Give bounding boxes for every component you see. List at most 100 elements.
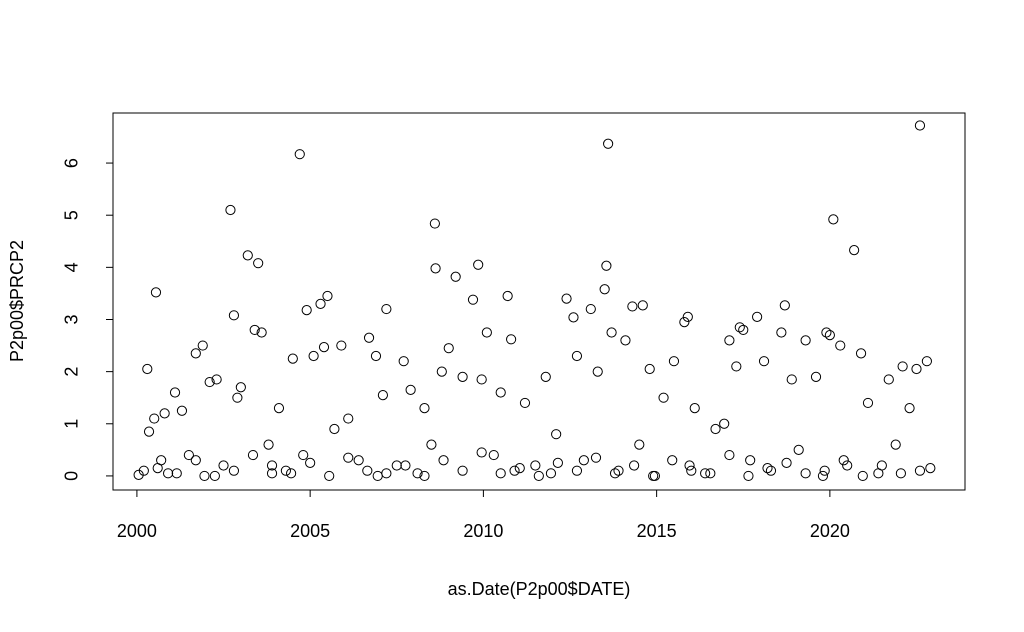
point bbox=[599, 284, 610, 295]
point bbox=[322, 290, 333, 302]
point bbox=[734, 322, 745, 333]
point bbox=[668, 356, 680, 367]
point bbox=[679, 316, 690, 328]
point bbox=[781, 457, 792, 468]
point bbox=[552, 457, 563, 468]
point bbox=[329, 423, 340, 435]
x-tick-label: 2005 bbox=[290, 521, 330, 541]
point bbox=[634, 439, 645, 450]
point bbox=[190, 348, 201, 359]
point bbox=[377, 389, 389, 401]
point bbox=[603, 138, 614, 149]
point bbox=[509, 465, 520, 476]
point bbox=[895, 468, 907, 479]
point bbox=[400, 460, 411, 471]
point bbox=[793, 444, 804, 455]
point bbox=[159, 408, 170, 419]
point bbox=[232, 392, 243, 403]
x-tick-label: 2015 bbox=[637, 521, 677, 541]
point bbox=[648, 470, 659, 482]
point bbox=[176, 405, 188, 416]
x-axis-title: as.Date(P2p00$DATE) bbox=[448, 579, 631, 599]
point bbox=[450, 271, 461, 282]
y-tick-label: 3 bbox=[62, 314, 82, 324]
point bbox=[266, 460, 278, 471]
y-tick-label: 0 bbox=[62, 471, 82, 481]
point bbox=[530, 460, 541, 471]
point bbox=[644, 363, 655, 375]
y-axis-title: P2p00$PRCP2 bbox=[7, 240, 27, 362]
x-tick-label: 2020 bbox=[810, 521, 850, 541]
point bbox=[362, 465, 373, 476]
point bbox=[731, 361, 742, 372]
point bbox=[372, 470, 383, 482]
point bbox=[800, 468, 811, 479]
point bbox=[817, 470, 829, 482]
point bbox=[225, 204, 236, 216]
point bbox=[762, 462, 773, 474]
point bbox=[162, 468, 174, 479]
point bbox=[318, 342, 330, 353]
point bbox=[686, 465, 697, 476]
point bbox=[149, 413, 160, 424]
point bbox=[519, 397, 531, 409]
point bbox=[682, 311, 693, 322]
point bbox=[247, 449, 259, 461]
point bbox=[810, 371, 822, 382]
point bbox=[637, 300, 648, 311]
point bbox=[308, 350, 319, 362]
point bbox=[824, 330, 835, 341]
y-tick-label: 2 bbox=[62, 367, 82, 377]
y-tick-label: 4 bbox=[62, 262, 82, 272]
plot-frame bbox=[112, 112, 966, 491]
point bbox=[571, 465, 583, 476]
point bbox=[609, 468, 621, 479]
point bbox=[199, 470, 210, 482]
point bbox=[488, 449, 499, 461]
x-tick-label: 2010 bbox=[463, 521, 503, 541]
point bbox=[142, 363, 153, 375]
point bbox=[786, 374, 797, 385]
point bbox=[743, 470, 754, 482]
point bbox=[890, 439, 901, 450]
point bbox=[405, 384, 416, 395]
point bbox=[765, 465, 777, 476]
point bbox=[857, 470, 868, 482]
point bbox=[914, 465, 926, 476]
point bbox=[551, 429, 562, 440]
point bbox=[190, 455, 201, 466]
point bbox=[443, 343, 454, 354]
point bbox=[256, 327, 267, 338]
point bbox=[242, 250, 253, 261]
point bbox=[476, 447, 487, 458]
point bbox=[752, 311, 763, 322]
point bbox=[438, 455, 449, 466]
point bbox=[218, 460, 229, 471]
point bbox=[430, 263, 441, 274]
point bbox=[561, 293, 572, 304]
point bbox=[613, 465, 624, 476]
point bbox=[301, 305, 312, 316]
point bbox=[133, 469, 144, 480]
point bbox=[620, 335, 631, 346]
point bbox=[419, 403, 430, 414]
point bbox=[253, 258, 264, 269]
point bbox=[197, 340, 208, 351]
point bbox=[436, 366, 447, 377]
point bbox=[305, 457, 316, 468]
point bbox=[862, 397, 874, 409]
point bbox=[911, 363, 922, 375]
point bbox=[842, 460, 853, 471]
point bbox=[228, 465, 240, 476]
point bbox=[800, 335, 811, 346]
point bbox=[152, 462, 163, 474]
point bbox=[819, 465, 830, 476]
point bbox=[545, 468, 557, 479]
point bbox=[828, 214, 839, 225]
point bbox=[514, 462, 525, 474]
point bbox=[263, 439, 274, 450]
point bbox=[855, 348, 867, 359]
point bbox=[324, 470, 335, 482]
point bbox=[294, 149, 305, 160]
